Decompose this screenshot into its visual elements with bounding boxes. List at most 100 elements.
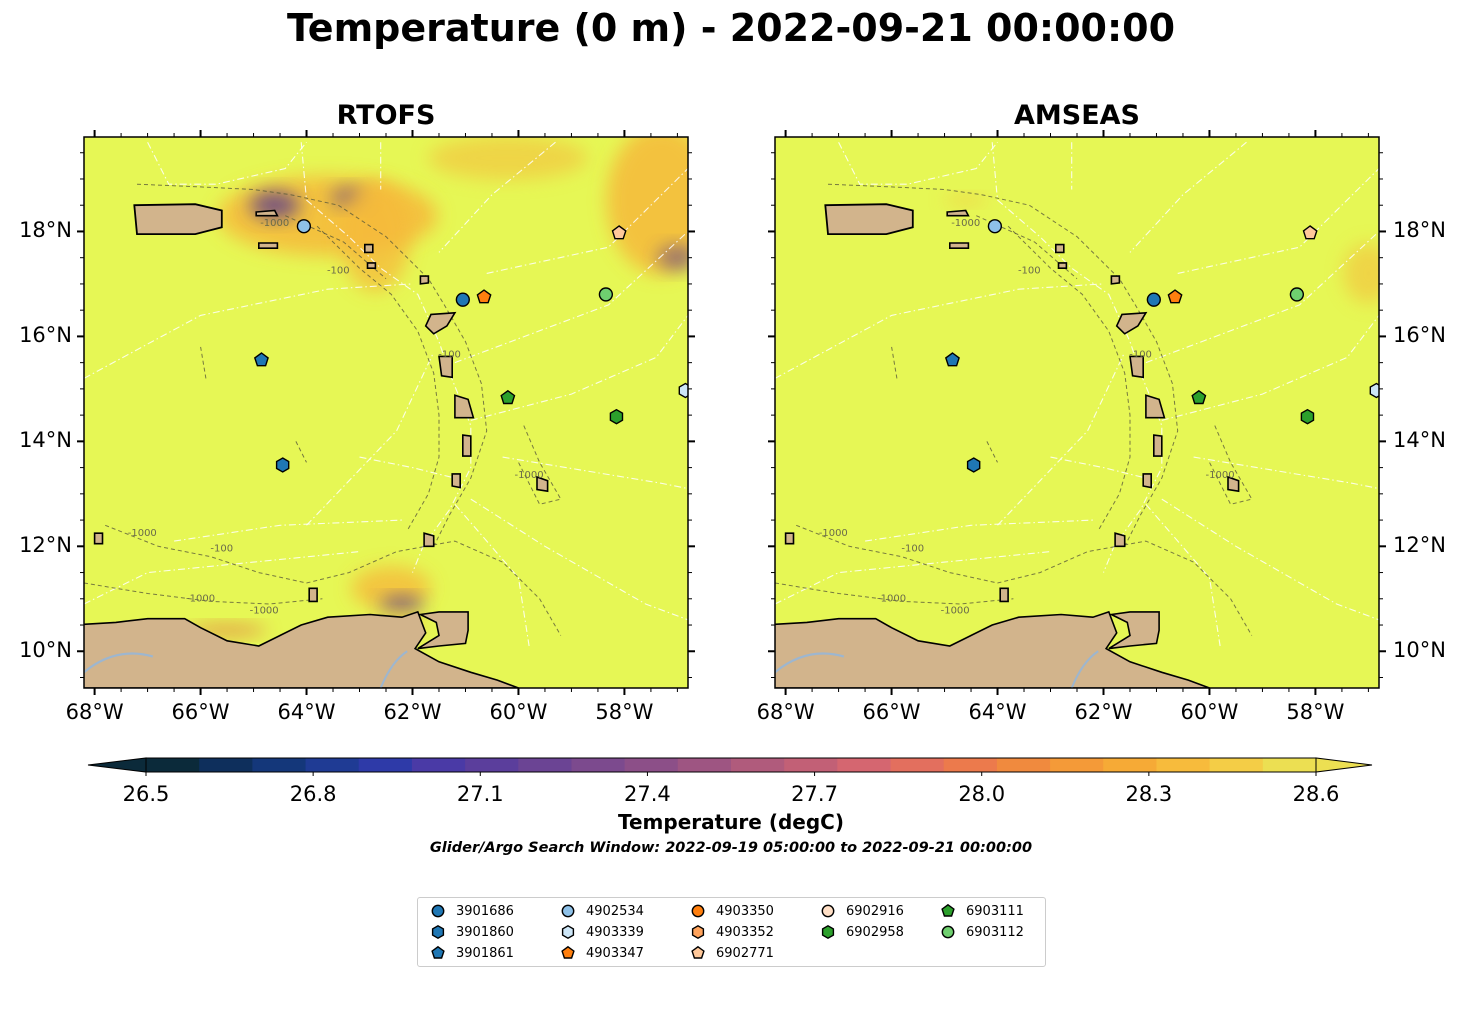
river	[379, 650, 408, 688]
island-land	[1227, 475, 1240, 493]
float-legend: 3901686 3901860 3901861 4902534 4903339 49033…	[417, 897, 1046, 967]
eez-boundary	[1161, 498, 1379, 621]
float-marker-6902958	[1300, 408, 1315, 425]
eez-boundary	[84, 551, 360, 605]
float-marker-4902534	[296, 219, 312, 234]
legend-marker-icon	[941, 925, 955, 939]
panel-title-rtofs: RTOFS	[336, 100, 436, 131]
bathymetry-contour	[84, 582, 323, 605]
island-land	[424, 311, 457, 335]
bathymetry-contour	[986, 441, 998, 463]
colorbar-bin	[996, 758, 1051, 772]
bathymetry-contour	[1007, 225, 1131, 531]
contour-label: -1000	[186, 593, 215, 604]
colorbar	[87, 757, 1373, 776]
island-land	[1114, 532, 1126, 548]
eez-boundary	[775, 551, 1051, 605]
float-marker-6903111	[500, 389, 516, 405]
legend-label: 6902916	[846, 903, 904, 919]
legend-marker-icon	[941, 903, 955, 917]
float-marker-6902771	[1302, 225, 1318, 240]
colorbar-tick-label: 26.5	[122, 782, 170, 806]
island-land	[93, 532, 104, 545]
x-tick-label: 62°W	[1074, 700, 1133, 724]
float-marker-6903111	[1191, 389, 1207, 405]
island-land	[438, 355, 453, 379]
colorbar-bin	[571, 758, 626, 772]
island-land	[1145, 394, 1166, 419]
legend-item: 3901861	[430, 943, 514, 963]
south-america-land	[775, 610, 1210, 688]
float-marker-4903347	[476, 289, 492, 304]
legend-marker-icon	[561, 904, 575, 918]
legend-marker-icon	[431, 945, 445, 959]
legend-marker-3901861	[431, 945, 445, 959]
colorbar-tick-label: 26.8	[289, 782, 337, 806]
colorbar-bin	[199, 758, 253, 772]
legend-marker-6902916	[821, 904, 835, 918]
colorbar-bin	[358, 758, 413, 772]
float-marker-3901860	[966, 457, 981, 473]
contour-label: -1000	[819, 528, 848, 539]
eez-boundary	[470, 498, 688, 621]
legend-item: 4903339	[560, 922, 644, 942]
contour-label: -1000	[250, 605, 279, 616]
legend-label: 4903352	[716, 924, 774, 940]
float-marker-4903339	[678, 382, 688, 399]
legend-marker-4903339	[561, 924, 575, 940]
island-land	[1110, 275, 1121, 285]
colorbar-bin	[784, 758, 838, 772]
legend-marker-4903350	[691, 904, 705, 918]
island-land	[308, 587, 318, 603]
float-marker-3901861	[253, 352, 269, 367]
contour-label: -1000	[260, 218, 289, 229]
legend-item: 4903350	[690, 901, 774, 921]
island-land	[1153, 434, 1163, 457]
legend-marker-icon	[561, 924, 575, 940]
island-land	[1142, 473, 1152, 489]
trinidad-land	[1108, 611, 1160, 650]
colorbar-tick-label: 27.4	[624, 782, 671, 806]
legend-item: 6902958	[820, 922, 904, 942]
island-land	[946, 209, 970, 217]
colorbar-tick-label: 28.6	[1292, 782, 1340, 806]
legend-item: 4902534	[560, 901, 644, 921]
contour-label: -100	[327, 265, 350, 276]
contour-label: -100	[1129, 349, 1152, 360]
contour-label: -1000	[128, 528, 157, 539]
colorbar-label: Temperature (degC)	[618, 810, 844, 834]
float-marker-3901686	[1146, 292, 1161, 307]
temperature-anomaly	[379, 596, 424, 613]
legend-item: 3901686	[430, 901, 514, 921]
island-land	[949, 242, 970, 249]
legend-marker-icon	[821, 924, 835, 940]
y-tick-label: 18°N	[19, 218, 72, 243]
eez-boundary	[1050, 456, 1147, 479]
legend-marker-4903347	[561, 945, 575, 959]
colorbar-tick-label: 28.0	[958, 782, 1006, 806]
bathymetry-contour	[316, 225, 440, 531]
bathymetry-contour	[891, 346, 898, 379]
legend-label: 4903347	[586, 945, 644, 961]
contour-label: -100	[438, 349, 461, 360]
legend-marker-icon	[691, 945, 705, 959]
puerto-rico-land	[133, 203, 223, 235]
colorbar-bin	[731, 758, 785, 772]
x-tick-label: 68°W	[65, 700, 124, 724]
island-land	[255, 209, 279, 217]
bathymetry-contour	[775, 582, 1014, 605]
colorbar-bin	[677, 758, 732, 772]
contour-label: -1000	[515, 470, 544, 481]
colorbar-extend-low	[87, 757, 147, 773]
bathymetry-contour	[136, 183, 488, 547]
bathymetry-contour	[518, 425, 562, 505]
float-marker-4902534	[987, 219, 1003, 234]
eez-boundary	[1145, 503, 1221, 647]
colorbar-bin	[1209, 758, 1264, 772]
eez-boundary	[1145, 231, 1379, 364]
legend-label: 3901686	[456, 903, 514, 919]
legend-marker-icon	[691, 924, 705, 940]
rtofs-map: -1000 -1000 -1000 -100 -100 -100 -1000 -1000	[77, 130, 695, 695]
bathymetry-contour	[827, 183, 1179, 547]
x-tick-label: 68°W	[756, 700, 815, 724]
